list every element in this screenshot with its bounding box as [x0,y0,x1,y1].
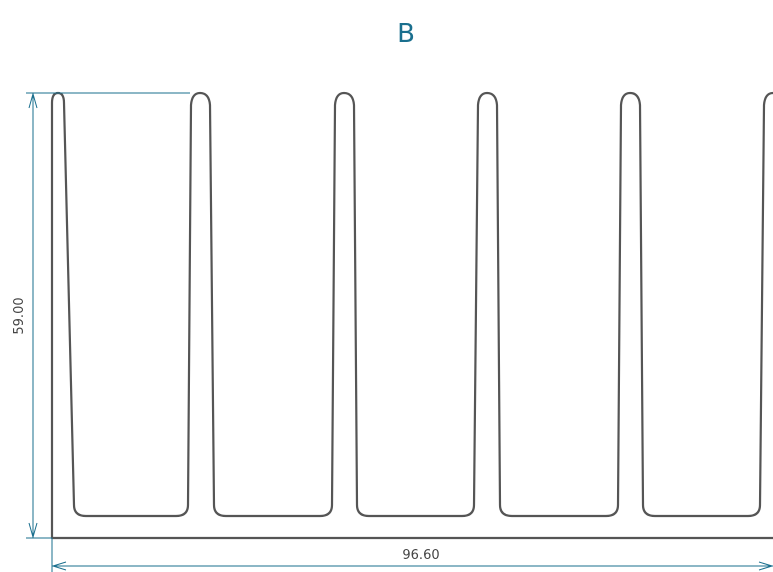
width-dimension-text: 96.60 [402,548,439,563]
width-dimension: 96.60 [51,538,773,572]
height-arrow-top [28,92,38,109]
height-dimension-text: 59.00 [12,297,27,334]
section-label: B [397,19,415,49]
width-arrow-left [51,561,67,571]
heatsink-profile-outline [50,91,773,540]
height-arrow-bottom [28,522,38,539]
height-dimension: 59.00 [12,92,190,539]
width-arrow-right [758,561,773,571]
